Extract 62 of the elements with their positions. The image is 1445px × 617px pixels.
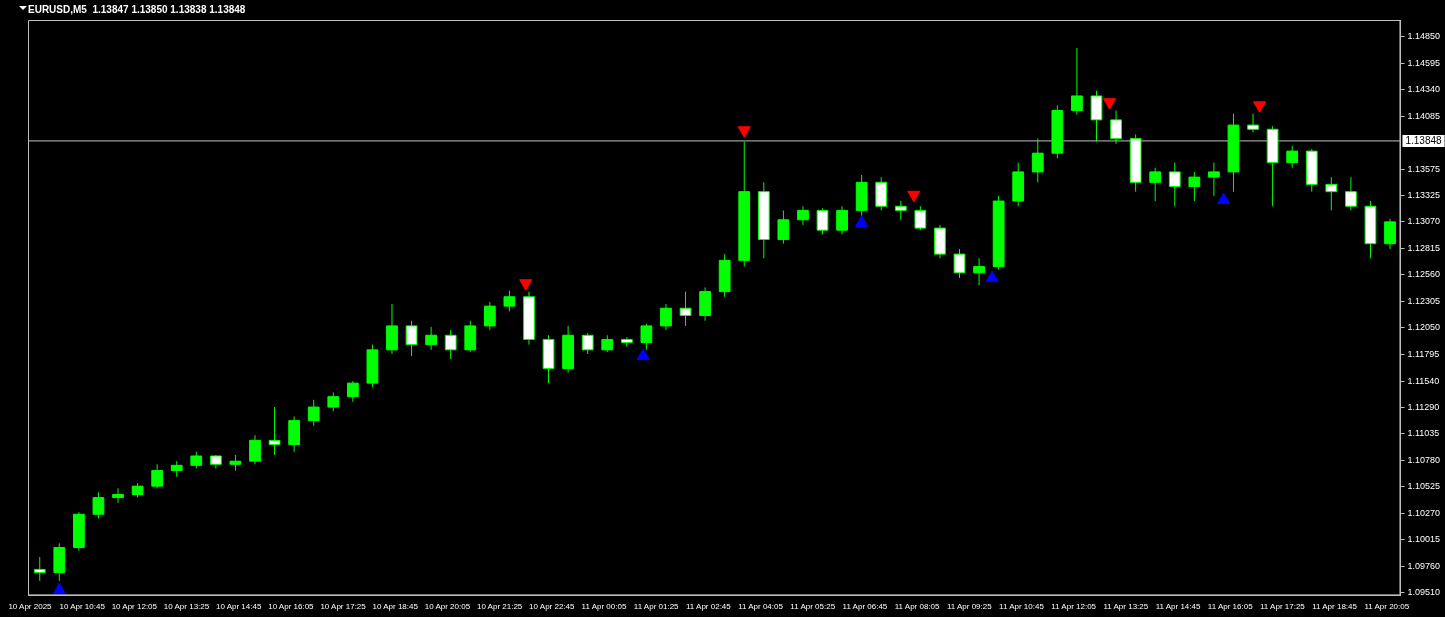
y-tick-label: 1.09760 (1407, 560, 1441, 571)
x-tick-label: 10 Apr 17:25 (320, 602, 367, 612)
point (907, 190, 921, 203)
y-tick-label: 1.14595 (1407, 57, 1441, 68)
y-tick-label: 1.14340 (1407, 84, 1441, 95)
x-tick-label: 11 Apr 08:05 (894, 602, 941, 612)
x-tick-label: 10 Apr 12:05 (111, 602, 158, 612)
x-tick-label: 10 Apr 2025 (8, 602, 53, 612)
x-tick-label: 11 Apr 18:45 (1312, 602, 1358, 612)
y-tick-label: 1.13575 (1407, 163, 1441, 174)
x-tick-label: 11 Apr 09:25 (946, 602, 993, 612)
chart-title: EURUSD,M5 1.13847 1.13850 1.13838 1.13848 (28, 3, 246, 15)
x-tick-label: 11 Apr 16:05 (1207, 602, 1254, 612)
point (1253, 101, 1267, 113)
x-tick-label: 11 Apr 00:05 (581, 602, 627, 612)
x-tick-label: 11 Apr 10:45 (999, 602, 1045, 612)
x-tick-label: 11 Apr 12:05 (1051, 602, 1097, 612)
y-tick-label: 1.13325 (1407, 189, 1441, 200)
candlestick (699, 286, 711, 322)
x-tick-label: 10 Apr 21:25 (476, 602, 523, 612)
candlestick (1071, 47, 1083, 116)
point (737, 126, 751, 138)
x-tick-label: 11 Apr 17:25 (1260, 602, 1306, 612)
y-tick-label: 1.09510 (1407, 586, 1441, 597)
x-tick-label: 10 Apr 10:45 (59, 602, 106, 612)
x-tick-label: 11 Apr 01:25 (633, 602, 680, 612)
y-tick-label: 1.14085 (1407, 110, 1441, 121)
y-tick-label: 1.11035 (1407, 428, 1440, 439)
x-tick-label: 11 Apr 04:05 (738, 602, 784, 612)
y-tick-label: 1.12050 (1407, 322, 1441, 333)
x-tick-label: 10 Apr 14:45 (216, 602, 262, 612)
y-tick-label: 1.11540 (1407, 375, 1440, 386)
y-tick-label: 1.12305 (1407, 295, 1441, 306)
x-tick-label: 10 Apr 18:45 (372, 602, 419, 612)
y-tick-label: 1.13070 (1407, 216, 1441, 227)
x-tick-label: 11 Apr 05:25 (790, 602, 836, 612)
y-tick-label: 1.12560 (1407, 269, 1441, 280)
x-tick-label: 11 Apr 20:05 (1364, 602, 1410, 612)
x-tick-label: 10 Apr 22:45 (529, 602, 576, 612)
y-tick-label: 1.10525 (1407, 481, 1441, 492)
y-tick-label: 1.11795 (1407, 349, 1440, 360)
y-tick-label: 1.14850 (1407, 31, 1441, 42)
point (636, 348, 650, 361)
y-tick-label: 1.12815 (1407, 242, 1441, 253)
point (519, 279, 533, 291)
candlestick (1345, 176, 1357, 211)
x-tick-label: 11 Apr 06:45 (842, 602, 888, 612)
x-tick-label: 11 Apr 02:45 (685, 602, 732, 612)
x-tick-label: 11 Apr 13:25 (1103, 602, 1149, 612)
y-tick-label: 1.10270 (1407, 507, 1441, 518)
x-tick-label: 11 Apr 14:45 (1155, 602, 1201, 612)
candlestick (1208, 162, 1220, 197)
point (1102, 98, 1117, 110)
y-tick-label: 1.10015 (1407, 534, 1441, 545)
x-tick-label: 10 Apr 16:05 (268, 602, 315, 612)
point (985, 270, 999, 283)
point (52, 582, 66, 595)
ref-line-label: 1.13848 (1405, 135, 1443, 147)
x-tick-label: 10 Apr 13:25 (163, 602, 210, 612)
x-tick-label: 10 Apr 20:05 (424, 602, 471, 612)
y-tick-label: 1.11290 (1407, 401, 1440, 412)
y-tick-label: 1.10780 (1407, 454, 1441, 465)
